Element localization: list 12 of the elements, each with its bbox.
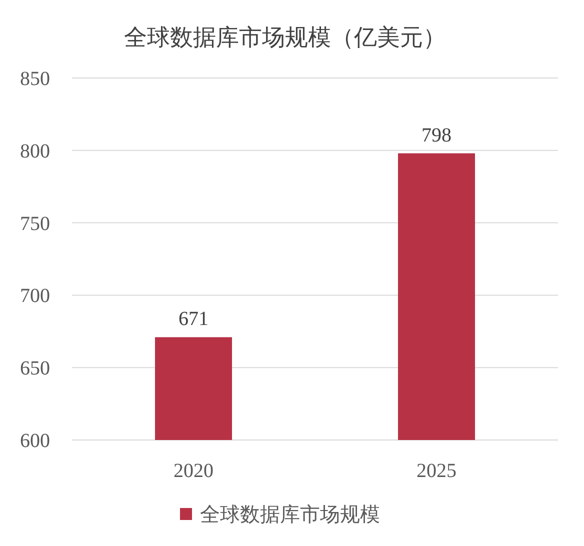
y-tick-label: 800: [20, 140, 50, 162]
y-tick-label: 650: [20, 358, 50, 380]
y-tick-label: 600: [20, 430, 50, 452]
chart-title: 全球数据库市场规模（亿美元）: [124, 25, 446, 50]
legend-label: 全球数据库市场规模: [200, 504, 380, 526]
data-label: 671: [178, 308, 208, 330]
data-label: 798: [422, 124, 452, 146]
y-tick-label: 700: [20, 285, 50, 308]
x-tick-label: 2020: [174, 460, 214, 482]
y-tick-label: 750: [20, 212, 50, 235]
x-tick-label: 2025: [416, 460, 456, 482]
y-tick-label: 850: [20, 68, 50, 90]
